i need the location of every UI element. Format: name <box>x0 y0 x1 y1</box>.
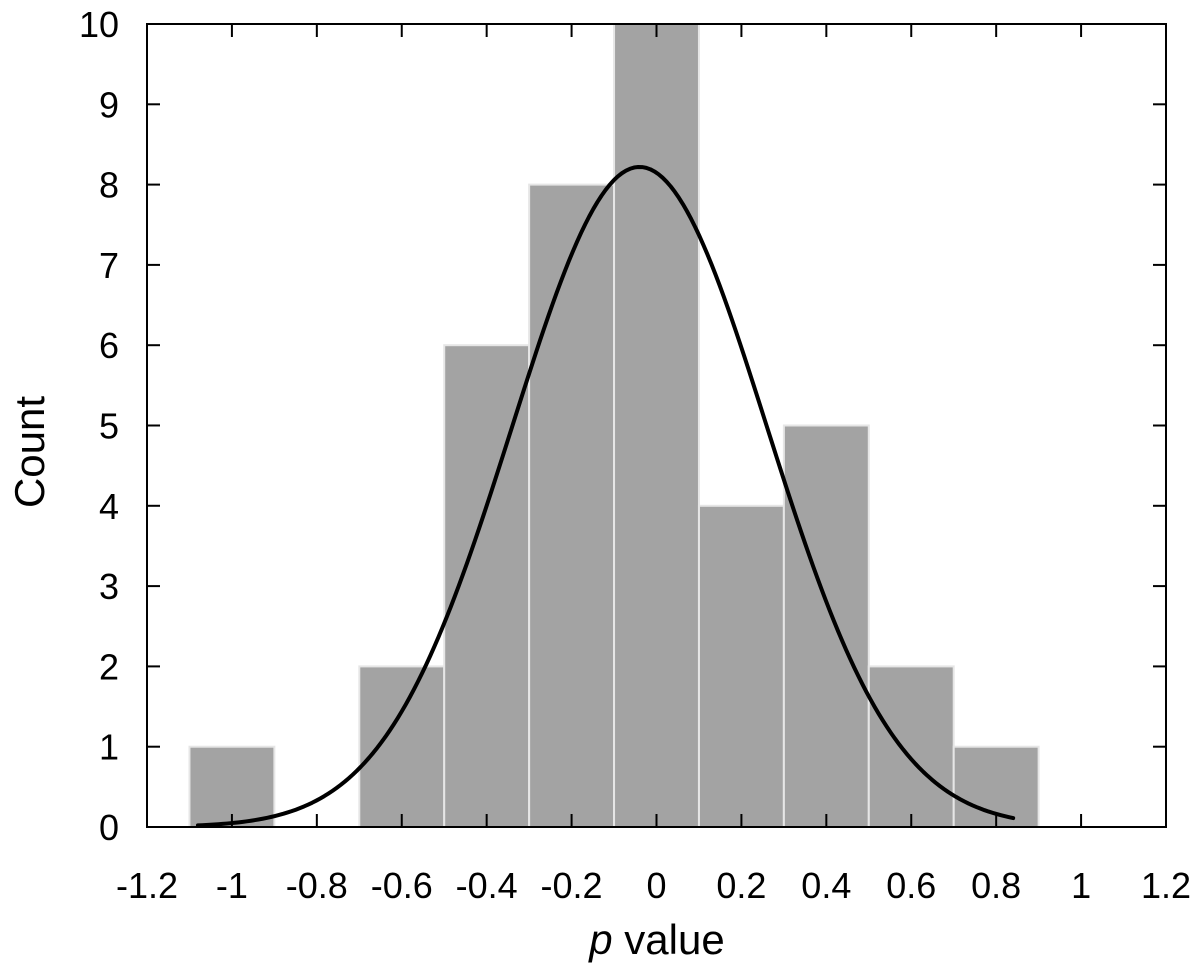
x-axis-title-rest: value <box>613 916 725 963</box>
histogram-bar <box>782 424 870 828</box>
x-tick-label: 0.8 <box>971 865 1021 906</box>
y-axis-title: Count <box>6 396 53 508</box>
histogram-bar <box>613 23 700 828</box>
axes-layer <box>146 23 1167 828</box>
y-tick-label: 9 <box>99 84 119 125</box>
y-tick-label: 8 <box>99 165 119 206</box>
histogram-bar <box>358 665 446 829</box>
histogram-bar <box>188 745 276 829</box>
x-axis-title-italic: p <box>587 916 612 963</box>
x-tick-label: 0 <box>646 865 666 906</box>
x-tick-label: 1 <box>1071 865 1091 906</box>
y-tick-label: 3 <box>99 566 119 607</box>
histogram-bar <box>867 665 955 829</box>
y-tick-label: 4 <box>99 486 119 527</box>
x-tick-label: -0.2 <box>541 865 603 906</box>
x-axis-title: p value <box>587 916 724 963</box>
y-tick-label: 7 <box>99 245 119 286</box>
x-tick-label: 0.2 <box>716 865 766 906</box>
y-tick-label: 1 <box>99 727 119 768</box>
x-tick-label: 0.4 <box>801 865 851 906</box>
y-tick-label: 5 <box>99 406 119 447</box>
y-tick-label: 6 <box>99 325 119 366</box>
x-tick-label: -1.2 <box>116 865 178 906</box>
histogram-bar <box>697 504 785 828</box>
x-tick-label: -1 <box>216 865 248 906</box>
x-tick-label: 1.2 <box>1141 865 1191 906</box>
fit-curve <box>195 164 1016 828</box>
y-tick-label: 2 <box>99 646 119 687</box>
x-tick-label: 0.6 <box>886 865 936 906</box>
y-tick-label: 10 <box>79 4 119 45</box>
curve-layer <box>195 164 1016 828</box>
x-tick-label: -0.4 <box>456 865 518 906</box>
bars-layer <box>188 23 1040 829</box>
y-tick-label: 0 <box>99 807 119 848</box>
x-tick-label: -0.8 <box>286 865 348 906</box>
histogram-bar <box>528 183 616 829</box>
labels-layer: -1.2 -1 -0.8 -0.6 -0.4 -0.2 0 0.2 0.4 0.6 0.8 1 1.2 0… <box>79 4 1191 906</box>
x-tick-label: -0.6 <box>371 865 433 906</box>
